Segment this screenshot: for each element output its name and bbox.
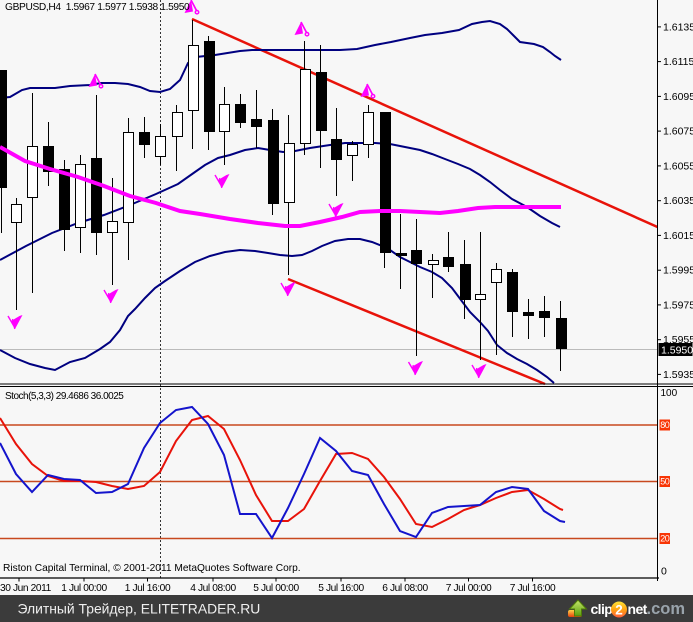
- svg-text:1.6035: 1.6035: [663, 195, 693, 207]
- svg-text:1.6075: 1.6075: [663, 126, 693, 138]
- svg-text:4 Jul 08:00: 4 Jul 08:00: [190, 583, 236, 594]
- svg-text:30 Jun 2011: 30 Jun 2011: [0, 583, 52, 594]
- svg-text:1 Jul 00:00: 1 Jul 00:00: [61, 583, 107, 594]
- svg-text:1.5935: 1.5935: [663, 369, 693, 381]
- svg-text:Stoch(5,3,3) 29.4686 36.0025: Stoch(5,3,3) 29.4686 36.0025: [5, 391, 124, 402]
- svg-text:6 Jul 08:00: 6 Jul 08:00: [382, 583, 428, 594]
- svg-text:clip: clip: [591, 601, 613, 617]
- svg-text:80: 80: [660, 420, 670, 430]
- svg-text:.com: .com: [647, 600, 686, 618]
- svg-text:Элитный Трейдер, ELITETRADER.R: Элитный Трейдер, ELITETRADER.RU: [18, 601, 261, 617]
- svg-text:Riston Capital Terminal, © 200: Riston Capital Terminal, © 2001-2011 Met…: [3, 563, 301, 574]
- svg-text:1.6055: 1.6055: [663, 160, 693, 172]
- svg-text:1.5995: 1.5995: [663, 265, 693, 277]
- svg-text:0: 0: [661, 566, 667, 578]
- svg-text:1.6135: 1.6135: [663, 21, 693, 33]
- svg-text:net: net: [628, 601, 648, 617]
- svg-text:1.6115: 1.6115: [663, 56, 693, 68]
- svg-text:1.5975: 1.5975: [663, 299, 693, 311]
- svg-text:2: 2: [615, 603, 623, 618]
- svg-text:1 Jul 16:00: 1 Jul 16:00: [125, 583, 171, 594]
- svg-text:7 Jul 16:00: 7 Jul 16:00: [510, 583, 556, 594]
- svg-text:5 Jul 00:00: 5 Jul 00:00: [253, 583, 299, 594]
- svg-text:GBPUSD,H4 1.5967 1.5977 1.593: GBPUSD,H4 1.5967 1.5977 1.5938 1.5950: [5, 2, 190, 13]
- svg-text:7 Jul 00:00: 7 Jul 00:00: [446, 583, 492, 594]
- svg-text:100: 100: [661, 388, 678, 399]
- svg-text:50: 50: [660, 477, 670, 487]
- svg-text:5 Jul 16:00: 5 Jul 16:00: [318, 583, 364, 594]
- svg-text:20: 20: [660, 534, 670, 544]
- svg-text:1.5950: 1.5950: [661, 345, 693, 357]
- svg-text:1.6095: 1.6095: [663, 91, 693, 103]
- svg-text:1.6015: 1.6015: [663, 230, 693, 242]
